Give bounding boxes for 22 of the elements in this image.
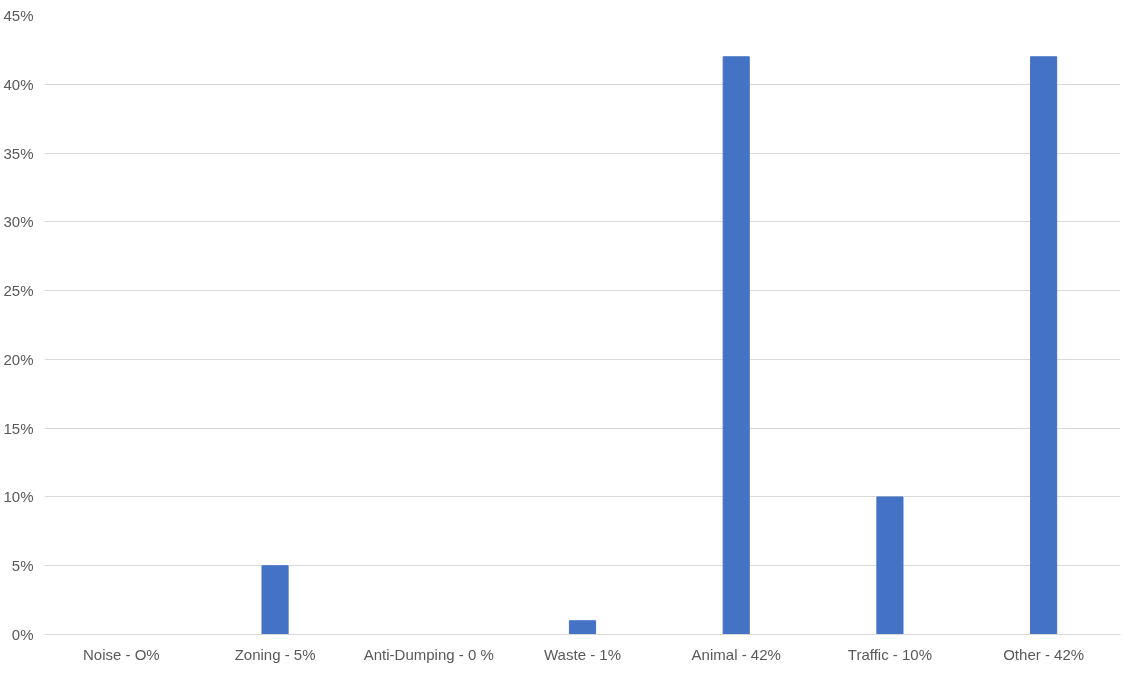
y-tick-label: 35% (3, 144, 34, 162)
bar (876, 496, 904, 635)
y-tick-label: 15% (3, 419, 34, 437)
y-tick-label: 0% (11, 626, 34, 643)
x-tick-label: Noise - O% (83, 645, 160, 663)
bar (1030, 56, 1058, 635)
x-tick-label: Zoning - 5% (234, 645, 316, 663)
y-tick-label: 20% (3, 350, 34, 368)
bar (261, 565, 289, 635)
x-tick-label: Other - 42% (1003, 645, 1085, 663)
y-tick-label: 45% (3, 7, 34, 24)
x-tick-label: Traffic - 10% (847, 645, 933, 663)
bar (722, 56, 750, 635)
y-tick-label: 30% (3, 213, 34, 231)
x-tick-label: Anti-Dumping - 0 % (363, 645, 494, 663)
x-tick-label: Waste - 1% (544, 645, 621, 663)
y-tick-label: 10% (3, 488, 34, 506)
x-tick-label: Animal - 42% (691, 645, 781, 663)
bar (568, 620, 597, 635)
y-tick-label: 40% (3, 75, 34, 93)
y-tick-label: 25% (3, 282, 34, 300)
y-tick-label: 5% (11, 557, 34, 575)
